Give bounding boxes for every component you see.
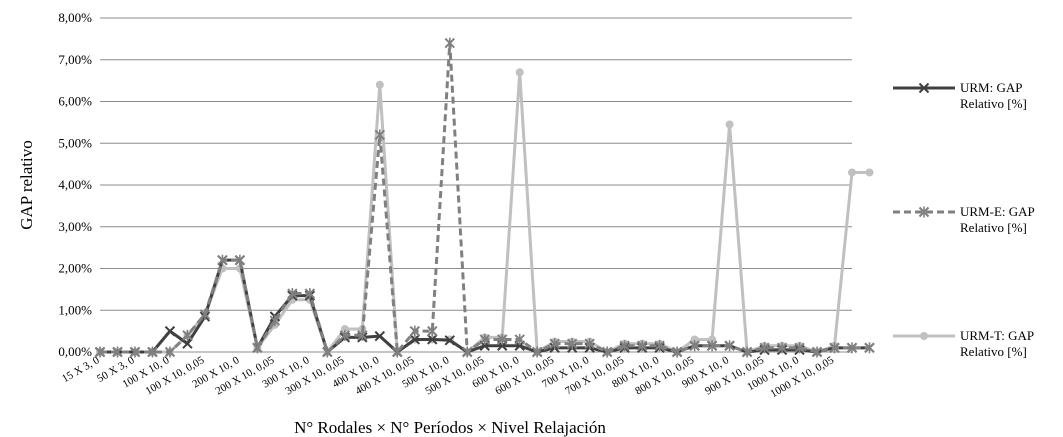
data-point [357,329,368,341]
data-point [864,342,875,354]
data-point [409,325,420,337]
series-2 [94,37,875,358]
data-point [287,288,298,300]
data-point [794,342,805,354]
legend-item: URM-T: GAP Relativo [%] [893,328,1034,359]
y-tick-label: 7,00% [58,52,92,67]
data-point [94,346,106,358]
data-point [375,80,384,89]
data-point [112,346,123,358]
data-point [708,335,717,344]
series-group [94,37,875,358]
data-point [811,346,823,358]
data-point [427,325,438,337]
y-tick-label: 8,00% [58,10,92,25]
data-point [234,254,246,266]
data-point [340,325,349,334]
data-point [829,342,840,354]
data-point [532,346,543,358]
data-point [304,288,316,300]
y-axis-title: GAP relativo [17,140,36,230]
data-point [920,332,928,340]
y-tick-label: 5,00% [58,135,92,150]
data-point [339,329,351,341]
data-point [392,346,403,358]
data-point [549,338,560,350]
data-point [444,37,455,49]
legend: URM: GAP Relativo [%] URM-E: GAP Relativo [… [893,80,1035,359]
y-tick-label: 4,00% [58,177,92,192]
data-point [706,340,718,352]
y-tick-label: 2,00% [58,261,92,276]
data-point [514,333,525,345]
data-point [479,333,490,345]
data-point [269,315,281,327]
data-point [584,338,595,350]
data-point [566,338,578,350]
y-tick-label: 0,00% [58,344,92,359]
data-point [217,254,228,266]
legend-label: URM-T: GAP Relativo [%] [960,328,1034,359]
data-point [689,340,700,352]
data-point [182,338,193,349]
data-point [147,346,158,358]
data-point [462,346,473,358]
series-line [100,41,870,354]
data-point [619,340,630,352]
data-point [654,340,665,352]
data-point [252,342,263,354]
data-point [427,334,438,345]
y-tick-label: 1,00% [58,302,92,317]
legend-label: URM-E: GAP Relativo [%] [960,204,1035,235]
data-point [918,82,930,94]
legend-item: URM-E: GAP Relativo [%] [893,204,1035,235]
data-point [497,333,508,345]
data-point [741,346,753,358]
data-point [776,342,788,354]
data-point [374,129,386,141]
data-point [164,325,176,337]
data-point [846,342,858,354]
legend-item: URM: GAP Relativo [%] [893,80,1027,111]
y-tick-label: 3,00% [58,219,92,234]
y-axis-ticks: 0,00% 1,00% 2,00% 3,00% 4,00% 5,00% 6,00% 7,00%… [58,10,92,359]
data-point [848,168,856,177]
data-point [724,340,735,352]
data-point [671,346,683,358]
data-point [182,329,193,341]
data-point [865,168,874,177]
data-point [601,346,613,358]
data-point [725,120,734,129]
gridlines [100,17,852,353]
data-point [409,334,420,345]
data-point [444,335,455,346]
data-point [374,330,386,342]
series-3 [96,68,874,356]
data-point [918,206,930,218]
data-point [636,340,648,352]
data-point [690,335,699,344]
y-tick-label: 6,00% [58,94,92,109]
data-point [199,308,211,320]
data-point [129,346,141,358]
x-axis-title: N° Rodales × N° Períodos × Nivel Relajac… [294,418,606,437]
data-point [164,346,176,358]
data-point [759,342,770,354]
legend-label: URM: GAP Relativo [%] [960,80,1027,111]
data-point [515,68,524,77]
data-point [322,346,333,358]
